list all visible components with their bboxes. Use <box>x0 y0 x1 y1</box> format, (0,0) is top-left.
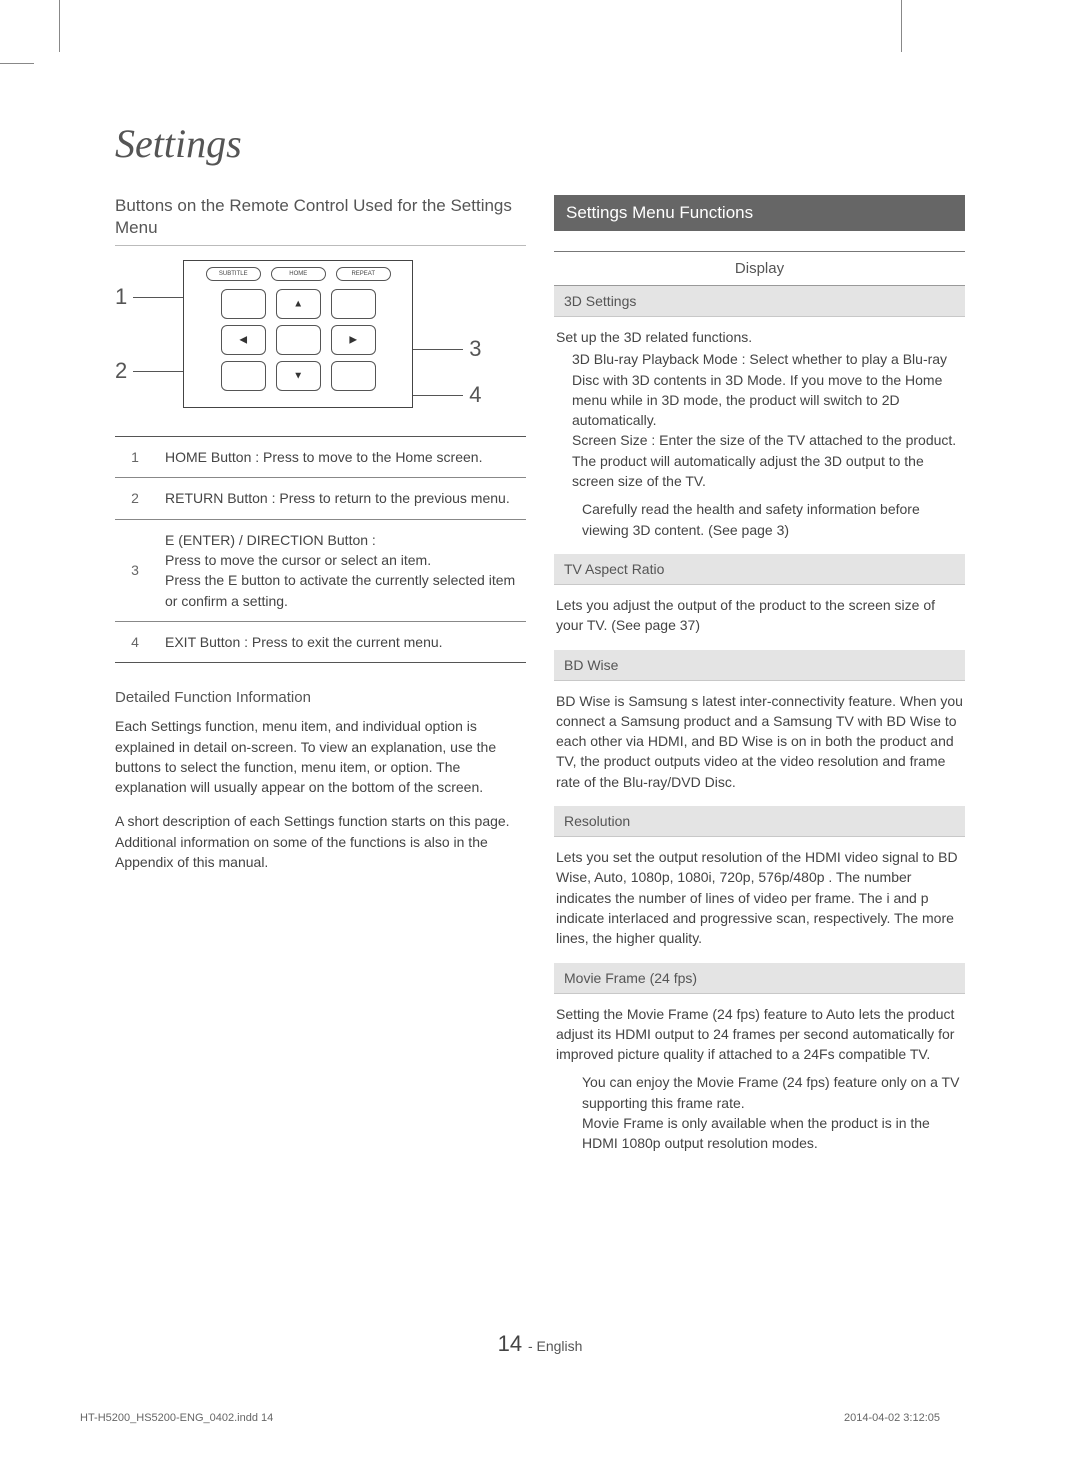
setting-item-title: Movie Frame (24 fps) <box>554 963 965 994</box>
indd-filename: HT-H5200_HS5200-ENG_0402.indd 14 <box>80 1412 273 1424</box>
enter-button-icon <box>276 325 321 355</box>
settings-menu-functions-bar: Settings Menu Functions <box>554 195 965 231</box>
callout-3: 3 <box>469 336 481 362</box>
left-column: Buttons on the Remote Control Used for t… <box>115 195 526 1168</box>
setting-item-note: Carefully read the health and safety inf… <box>556 499 963 540</box>
subtitle-button-icon: SUBTITLE <box>206 267 261 281</box>
button-table: 1HOME Button : Press to move to the Home… <box>115 436 526 663</box>
setting-item-title: TV Aspect Ratio <box>554 554 965 585</box>
timestamp: 2014-04-02 3:12:05 <box>844 1412 940 1424</box>
page-footer: 14 - English <box>0 1331 1080 1357</box>
page-content: Settings Buttons on the Remote Control U… <box>115 120 965 1168</box>
table-row: 4EXIT Button : Press to exit the current… <box>115 621 526 662</box>
display-section-head: Display <box>554 251 965 286</box>
remote-diagram: 1 2 SUBTITLE HOME REPEAT <box>115 260 526 408</box>
row-text: EXIT Button : Press to exit the current … <box>155 621 526 662</box>
setting-item-sub: 3D Blu-ray Playback Mode : Select whethe… <box>556 349 963 491</box>
page-number: 14 <box>498 1331 522 1356</box>
down-button-icon <box>276 361 321 391</box>
left-button-icon <box>221 325 266 355</box>
setting-item-body: Lets you set the output resolution of th… <box>554 837 965 962</box>
row-number: 1 <box>115 437 155 478</box>
page-language: - English <box>528 1338 582 1354</box>
table-row: 3E (ENTER) / DIRECTION Button : Press to… <box>115 519 526 621</box>
row-text: E (ENTER) / DIRECTION Button : Press to … <box>155 519 526 621</box>
setting-item-body: BD Wise is Samsung s latest inter-connec… <box>554 681 965 806</box>
table-row: 2RETURN Button : Press to return to the … <box>115 478 526 519</box>
row-text: HOME Button : Press to move to the Home … <box>155 437 526 478</box>
setting-item-title: Resolution <box>554 806 965 837</box>
detail-paragraph-1: Each Settings function, menu item, and i… <box>115 716 526 797</box>
blank-button-icon <box>331 361 376 391</box>
up-button-icon <box>276 289 321 319</box>
callout-4: 4 <box>469 382 481 408</box>
row-number: 4 <box>115 621 155 662</box>
setting-item-body: Set up the 3D related functions.3D Blu-r… <box>554 317 965 554</box>
setting-item-title: BD Wise <box>554 650 965 681</box>
setting-item-body: Setting the Movie Frame (24 fps) feature… <box>554 994 965 1168</box>
row-number: 3 <box>115 519 155 621</box>
page-title: Settings <box>115 120 965 167</box>
setting-item-body: Lets you adjust the output of the produc… <box>554 585 965 650</box>
setting-item-note: You can enjoy the Movie Frame (24 fps) f… <box>556 1072 963 1153</box>
callout-1: 1 <box>115 284 127 310</box>
detail-heading: Detailed Function Information <box>115 689 526 706</box>
right-column: Settings Menu Functions Display 3D Setti… <box>554 195 965 1168</box>
blank-button-icon <box>331 289 376 319</box>
detail-paragraph-2: A short description of each Settings fun… <box>115 811 526 872</box>
row-number: 2 <box>115 478 155 519</box>
remote-box: SUBTITLE HOME REPEAT <box>183 260 413 408</box>
blank-button-icon <box>221 361 266 391</box>
setting-item-title: 3D Settings <box>554 286 965 317</box>
blank-button-icon <box>221 289 266 319</box>
remote-heading: Buttons on the Remote Control Used for t… <box>115 195 526 246</box>
callout-2: 2 <box>115 358 127 384</box>
home-button-icon: HOME <box>271 267 326 281</box>
row-text: RETURN Button : Press to return to the p… <box>155 478 526 519</box>
table-row: 1HOME Button : Press to move to the Home… <box>115 437 526 478</box>
crop-marks <box>0 0 1080 60</box>
right-button-icon <box>331 325 376 355</box>
repeat-button-icon: REPEAT <box>336 267 391 281</box>
